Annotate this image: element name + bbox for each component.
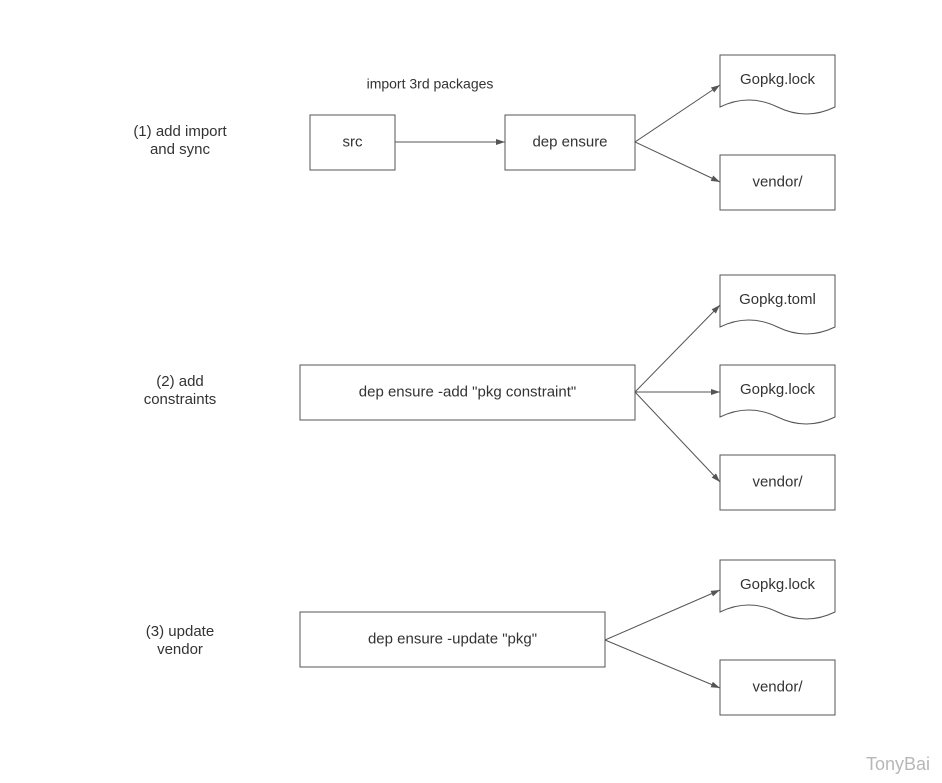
arrow (635, 142, 720, 182)
src-text: src (343, 133, 363, 150)
section-label-line1: (3) update (146, 623, 214, 640)
section-label-line1: (2) add (156, 373, 204, 390)
arrow (635, 305, 720, 392)
watermark-text: TonyBai (866, 754, 930, 774)
vendor-2-text: vendor/ (752, 473, 803, 490)
arrow (635, 392, 720, 482)
arrow (605, 640, 720, 688)
arrow (635, 85, 720, 142)
gopkg-lock-2-text: Gopkg.lock (740, 381, 816, 398)
gopkg-lock-3-text: Gopkg.lock (740, 576, 816, 593)
vendor-1-text: vendor/ (752, 173, 803, 190)
dep-ensure-update-text: dep ensure -update "pkg" (368, 630, 537, 647)
gopkg-lock-1-text: Gopkg.lock (740, 71, 816, 88)
arrow (605, 590, 720, 640)
gopkg-toml-text: Gopkg.toml (739, 291, 816, 308)
section-label-line1: (1) add import (133, 123, 227, 140)
vendor-3-text: vendor/ (752, 678, 803, 695)
diagram-canvas: (1) add importand sync import 3rd package… (0, 0, 942, 783)
section-label-line2: vendor (157, 641, 203, 658)
dep-ensure-1-text: dep ensure (532, 133, 607, 150)
section-label-line2: constraints (144, 391, 217, 408)
section-label-line2: and sync (150, 141, 211, 158)
dep-ensure-add-text: dep ensure -add "pkg constraint" (359, 383, 576, 400)
annotation-text: import 3rd packages (367, 76, 494, 92)
